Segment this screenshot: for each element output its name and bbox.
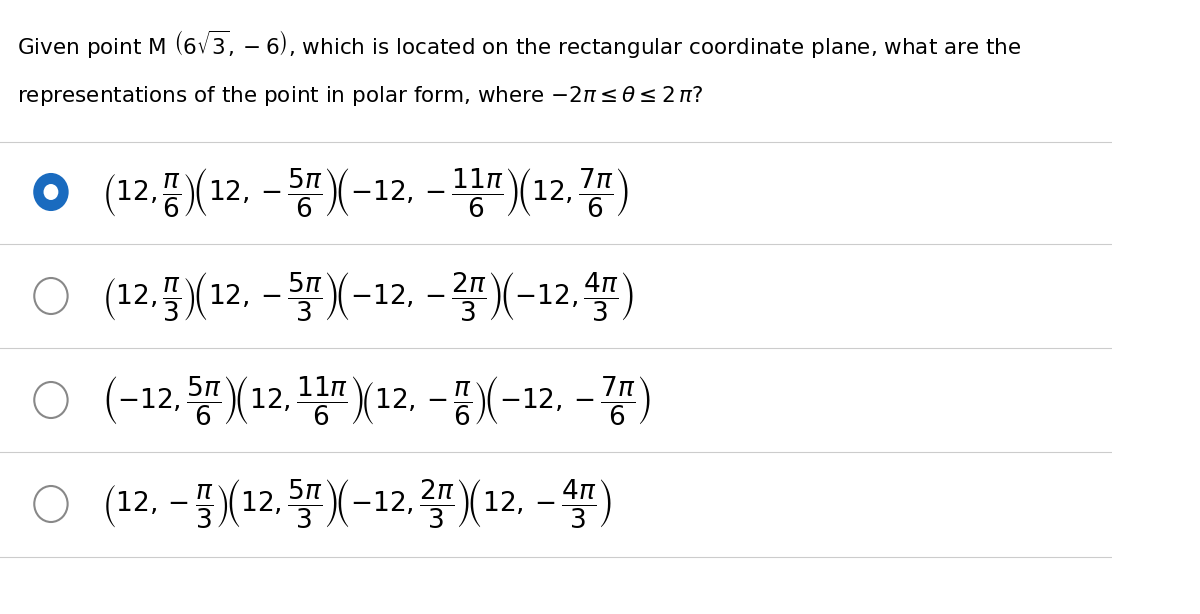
Circle shape — [43, 184, 59, 200]
Circle shape — [35, 486, 67, 522]
Text: $\left(12,-\dfrac{\pi}{3}\right)\!\left(12,\dfrac{5\pi}{3}\right)\!\left(-12,\df: $\left(12,-\dfrac{\pi}{3}\right)\!\left(… — [102, 478, 612, 530]
Text: $\left(-12,\dfrac{5\pi}{6}\right)\!\left(12,\dfrac{11\pi}{6}\right)\!\left(12,-\: $\left(-12,\dfrac{5\pi}{6}\right)\!\left… — [102, 373, 650, 427]
Circle shape — [35, 278, 67, 314]
Text: representations of the point in polar form, where $-2\pi \leq \theta \leq 2\,\pi: representations of the point in polar fo… — [17, 84, 703, 108]
Text: Given point M $\left(6\sqrt{3},-6\right)$, which is located on the rectangular c: Given point M $\left(6\sqrt{3},-6\right)… — [17, 29, 1021, 61]
Text: $\left(12,\dfrac{\pi}{3}\right)\!\left(12,-\dfrac{5\pi}{3}\right)\!\left(-12,-\d: $\left(12,\dfrac{\pi}{3}\right)\!\left(1… — [102, 270, 634, 322]
Circle shape — [35, 174, 67, 210]
Text: $\left(12,\dfrac{\pi}{6}\right)\!\left(12,-\dfrac{5\pi}{6}\right)\!\left(-12,-\d: $\left(12,\dfrac{\pi}{6}\right)\!\left(1… — [102, 166, 629, 219]
Circle shape — [35, 382, 67, 418]
